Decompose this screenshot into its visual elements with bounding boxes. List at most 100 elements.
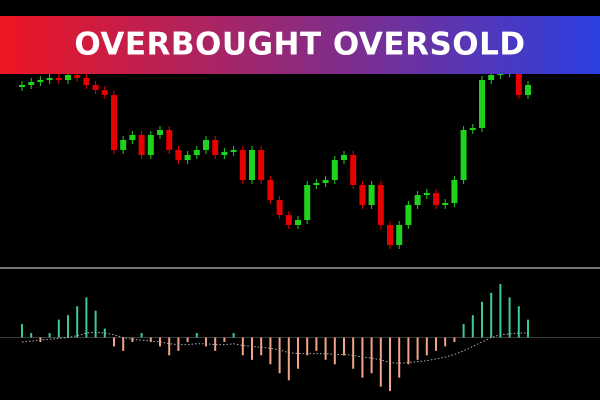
candle-body: [239, 150, 246, 180]
histogram-bar: [453, 337, 456, 342]
histogram-bar: [241, 337, 244, 356]
histogram-bar: [517, 306, 520, 338]
candle-body: [313, 183, 320, 185]
candle-body: [387, 225, 393, 245]
histogram-bar: [471, 315, 474, 338]
candle-body: [451, 180, 458, 203]
histogram-bar: [425, 337, 428, 356]
histogram-bar: [269, 337, 272, 365]
candle-body: [304, 185, 311, 220]
histogram-bar: [232, 333, 235, 338]
candle-body: [442, 203, 449, 205]
candle-body: [258, 150, 265, 180]
candle-body: [101, 90, 108, 95]
candle-body: [249, 150, 255, 180]
histogram-bar: [85, 297, 88, 338]
histogram-bar: [407, 337, 410, 365]
candle-body: [341, 155, 347, 160]
candle-body: [221, 152, 228, 155]
candle-body: [405, 205, 412, 225]
histogram-bar: [508, 297, 511, 338]
histogram-bar: [103, 328, 106, 338]
signal-line: [21, 331, 528, 364]
histogram-bar: [343, 337, 345, 356]
histogram-bar: [223, 337, 226, 342]
histogram-bar: [324, 337, 327, 360]
price-panel: [19, 66, 531, 249]
candle-body: [74, 75, 81, 78]
candle-body: [396, 225, 403, 245]
candle-body: [157, 130, 163, 135]
histogram-bar: [21, 324, 23, 338]
candle-body: [83, 78, 90, 85]
histogram-bar: [352, 337, 355, 369]
histogram-bar: [48, 333, 51, 338]
indicator-panel: [0, 283, 600, 392]
histogram-bar: [527, 319, 529, 338]
candle-body: [368, 185, 375, 205]
histogram-bar: [444, 337, 447, 347]
histogram-bar: [76, 306, 79, 338]
candle-body: [350, 155, 357, 185]
candle-body: [129, 135, 136, 140]
candle-body: [175, 150, 182, 160]
candle-body: [525, 85, 531, 95]
candle-body: [203, 140, 209, 150]
candle-body: [212, 140, 219, 155]
candle-body: [28, 82, 35, 85]
histogram-bar: [94, 310, 97, 338]
candle-body: [193, 150, 200, 155]
candle-body: [120, 140, 127, 150]
candle-body: [184, 155, 191, 160]
candle-body: [295, 220, 301, 225]
candle-body: [433, 193, 439, 205]
candle-body: [285, 215, 292, 225]
histogram-bar: [481, 301, 483, 338]
candle-body: [267, 180, 274, 200]
candle-body: [479, 80, 485, 128]
histogram-bar: [278, 337, 281, 374]
candle-body: [322, 180, 329, 183]
histogram-bar: [416, 337, 419, 360]
candle-body: [331, 160, 338, 180]
histogram-bar: [333, 337, 336, 365]
candle-body: [377, 185, 384, 225]
candle-body: [46, 78, 53, 80]
histogram-bar: [149, 337, 152, 342]
candle-body: [359, 185, 366, 205]
candle-body: [92, 85, 99, 90]
candle-body: [138, 135, 145, 155]
histogram-bar: [30, 333, 33, 338]
histogram-bar: [159, 337, 161, 347]
histogram-bar: [398, 337, 401, 378]
histogram-bar: [67, 315, 69, 338]
candle-body: [37, 80, 44, 82]
histogram-bar: [113, 337, 115, 347]
histogram-bar: [251, 337, 253, 360]
histogram-bar: [122, 337, 125, 351]
histogram-bar: [462, 324, 465, 338]
chart-title: OVERBOUGHT OVERSOLD: [74, 27, 525, 63]
candle-body: [460, 130, 467, 180]
histogram-bar: [260, 337, 263, 356]
candle-body: [111, 95, 117, 150]
histogram-bar: [499, 283, 502, 338]
histogram-bar: [389, 337, 391, 392]
histogram-bar: [214, 337, 217, 351]
candle-body: [469, 128, 476, 130]
histogram-bar: [287, 337, 290, 381]
histogram-bar: [57, 319, 60, 338]
candle-body: [19, 85, 25, 87]
histogram-bar: [306, 337, 309, 356]
candle-body: [414, 195, 421, 205]
candle-body: [276, 200, 283, 215]
histogram-bar: [435, 337, 437, 351]
histogram-bar: [490, 292, 493, 338]
histogram-bar: [140, 333, 143, 338]
histogram-bar: [168, 337, 171, 356]
candle-body: [166, 130, 173, 150]
candle-body: [423, 193, 430, 195]
histogram-bar: [186, 337, 189, 342]
